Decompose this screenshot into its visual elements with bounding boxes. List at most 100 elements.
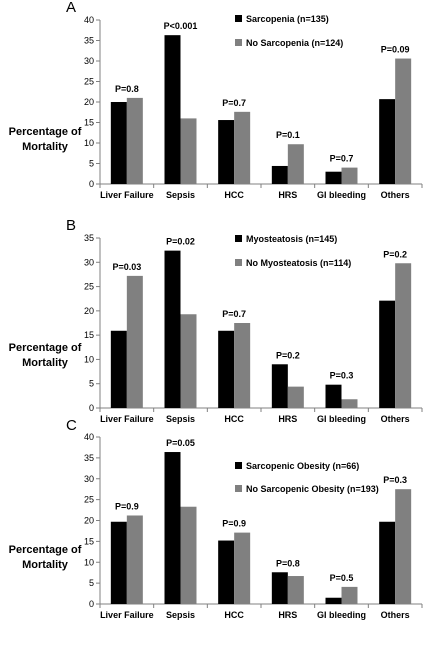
bar-series-1 <box>271 572 288 604</box>
y-tick-label: 5 <box>89 578 94 588</box>
bar-series-1 <box>379 99 396 184</box>
y-tick-label: 20 <box>84 306 94 316</box>
y-tick-label: 15 <box>84 536 94 546</box>
panel-b-chart: B Percentage of Mortality 0 5 10 15 20 25 30 35 Liv… <box>9 217 423 424</box>
bar-series-1 <box>271 165 288 184</box>
p-value-label: P=0.2 <box>276 350 300 360</box>
category-label: HCC <box>224 414 244 424</box>
y-tick-label: 0 <box>89 599 94 609</box>
bar-series-2 <box>126 275 143 408</box>
y-tick-label: 10 <box>84 557 94 567</box>
p-value-label: P=0.3 <box>330 371 354 381</box>
legend-label-2: No Myosteatosis (n=114) <box>246 258 351 268</box>
bar-series-1 <box>110 102 127 184</box>
category-label: Liver Failure <box>100 610 154 620</box>
bar-series-2 <box>234 323 251 408</box>
category-label: GI bleeding <box>317 414 366 424</box>
y-tick-label: 40 <box>84 432 94 442</box>
category-label: HRS <box>278 610 297 620</box>
legend-swatch-2 <box>235 39 242 46</box>
bar-series-2 <box>180 314 197 408</box>
panel-c-chart: C Percentage of Mortality 0 5 10 15 20 25 30 35 40 L… <box>9 417 423 620</box>
panel-letter: A <box>66 0 76 16</box>
p-value-label: P=0.8 <box>276 558 300 568</box>
bar-series-2 <box>341 167 358 184</box>
y-tick-label: 35 <box>84 233 94 243</box>
p-value-label: P=0.8 <box>115 84 139 94</box>
y-tick-label: 30 <box>84 56 94 66</box>
y-tick-label: 0 <box>89 403 94 413</box>
y-axis-label: Percentage of <box>9 342 82 354</box>
bar-series-1 <box>164 250 181 408</box>
legend-swatch-1 <box>235 15 242 22</box>
category-label: Liver Failure <box>100 414 154 424</box>
category-label: HCC <box>224 610 244 620</box>
y-tick-label: 25 <box>84 77 94 87</box>
bar-series-1 <box>325 171 342 184</box>
panel-letter: B <box>66 217 76 234</box>
category-label: Others <box>381 610 410 620</box>
p-value-label: P=0.9 <box>115 501 139 511</box>
category-label: HRS <box>278 414 297 424</box>
p-value-label: P=0.05 <box>166 438 195 448</box>
y-tick-label: 5 <box>89 159 94 169</box>
legend-label-1: Myosteatosis (n=145) <box>246 234 337 244</box>
category-label: Sepsis <box>166 610 195 620</box>
bar-series-1 <box>325 384 342 408</box>
y-tick-label: 25 <box>84 282 94 292</box>
y-tick-label: 0 <box>89 179 94 189</box>
y-tick-label: 10 <box>84 354 94 364</box>
category-label: HRS <box>278 190 297 200</box>
y-tick-label: 30 <box>84 257 94 267</box>
p-value-label: P<0.001 <box>164 21 198 31</box>
p-value-label: P=0.1 <box>276 130 300 140</box>
bar-series-2 <box>395 489 412 604</box>
bar-series-2 <box>395 58 412 184</box>
p-value-label: P=0.7 <box>222 98 246 108</box>
y-tick-label: 15 <box>84 330 94 340</box>
bar-series-1 <box>218 540 235 604</box>
p-value-label: P=0.3 <box>383 475 407 485</box>
bar-series-2 <box>234 532 251 604</box>
bar-series-2 <box>287 386 304 408</box>
bar-series-1 <box>271 364 288 408</box>
y-tick-label: 15 <box>84 118 94 128</box>
category-label: HCC <box>224 190 244 200</box>
category-label: Sepsis <box>166 414 195 424</box>
legend-swatch-2 <box>235 259 242 266</box>
bar-series-2 <box>126 515 143 604</box>
p-value-label: P=0.03 <box>112 262 141 272</box>
bar-series-1 <box>110 330 127 408</box>
y-tick-label: 35 <box>84 36 94 46</box>
y-axis-label: Percentage of <box>9 126 82 138</box>
bar-series-2 <box>234 111 251 184</box>
bar-series-2 <box>287 576 304 604</box>
legend-swatch-2 <box>235 485 242 492</box>
legend-label-2: No Sarcopenic Obesity (n=193) <box>246 484 379 494</box>
y-tick-label: 40 <box>84 15 94 25</box>
p-value-label: P=0.9 <box>222 519 246 529</box>
bar-series-2 <box>287 144 304 184</box>
y-tick-label: 20 <box>84 516 94 526</box>
y-axis-label: Mortality <box>22 559 69 571</box>
panel-letter: C <box>66 417 77 434</box>
p-value-label: P=0.09 <box>381 45 410 55</box>
legend-label-1: Sarcopenia (n=135) <box>246 14 329 24</box>
bar-series-1 <box>110 521 127 604</box>
p-value-label: P=0.5 <box>330 573 354 583</box>
category-label: Others <box>381 190 410 200</box>
p-value-label: P=0.7 <box>330 154 354 164</box>
bar-series-1 <box>164 35 181 184</box>
bar-series-1 <box>379 300 396 408</box>
bar-series-2 <box>341 586 358 604</box>
bar-series-2 <box>395 263 412 408</box>
legend-swatch-1 <box>235 462 242 469</box>
p-value-label: P=0.02 <box>166 237 195 247</box>
bar-series-2 <box>180 506 197 604</box>
bar-series-2 <box>180 118 197 184</box>
category-label: Liver Failure <box>100 190 154 200</box>
category-label: GI bleeding <box>317 190 366 200</box>
y-tick-label: 10 <box>84 138 94 148</box>
bar-series-1 <box>218 330 235 408</box>
